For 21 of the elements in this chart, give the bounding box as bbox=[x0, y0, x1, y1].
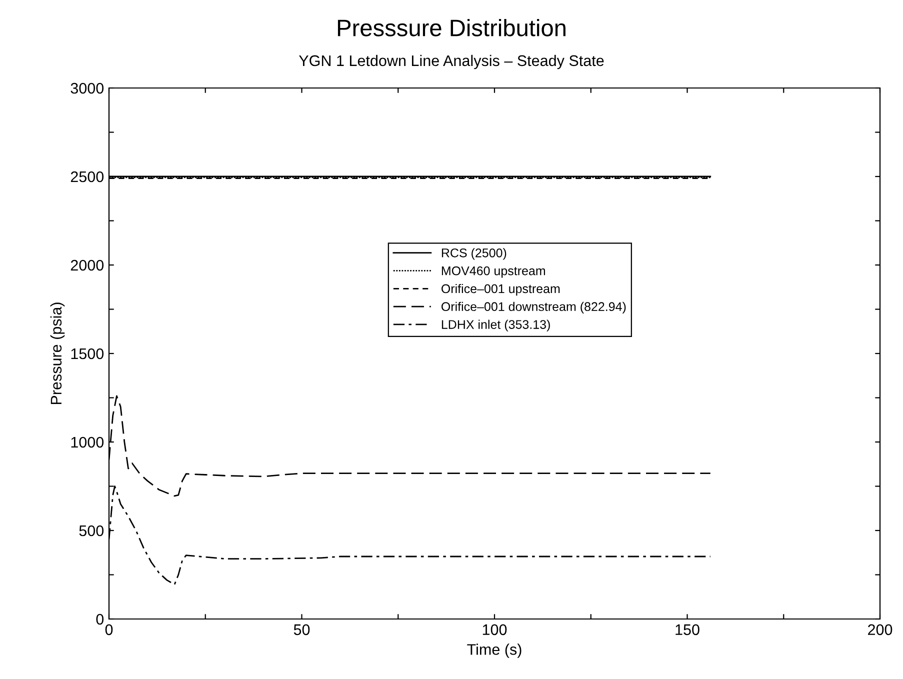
chart-subtitle: YGN 1 Letdown Line Analysis – Steady State bbox=[298, 54, 604, 70]
x-tick-label: 100 bbox=[482, 624, 507, 636]
chart-title: Presssure Distribution bbox=[338, 18, 566, 36]
y-tick-label: 0 bbox=[96, 614, 104, 625]
legend-label: Orifice–001 downstream (822.94) bbox=[442, 302, 626, 314]
y-tick-label: 2500 bbox=[70, 171, 104, 182]
legend-label: MOV460 upstream bbox=[442, 266, 546, 278]
legend-label: RCS (2500) bbox=[442, 248, 506, 260]
y-tick-label: 500 bbox=[79, 525, 104, 536]
y-axis-title: Pressure (psia) bbox=[50, 302, 65, 404]
x-tick-label: 50 bbox=[294, 624, 310, 636]
x-tick-label: 200 bbox=[868, 624, 892, 636]
x-tick-label: 150 bbox=[676, 624, 700, 636]
legend-label: Orifice–001 upstream bbox=[442, 284, 560, 296]
x-axis-title: Time (s) bbox=[467, 644, 522, 658]
x-tick-label: 0 bbox=[105, 624, 113, 636]
y-tick-label: 3000 bbox=[70, 82, 104, 94]
y-tick-label: 2000 bbox=[70, 260, 104, 271]
y-tick-label: 1000 bbox=[71, 436, 104, 448]
y-tick-label: 1500 bbox=[71, 348, 104, 360]
legend-label: LDHX inlet (353.13) bbox=[442, 320, 550, 332]
